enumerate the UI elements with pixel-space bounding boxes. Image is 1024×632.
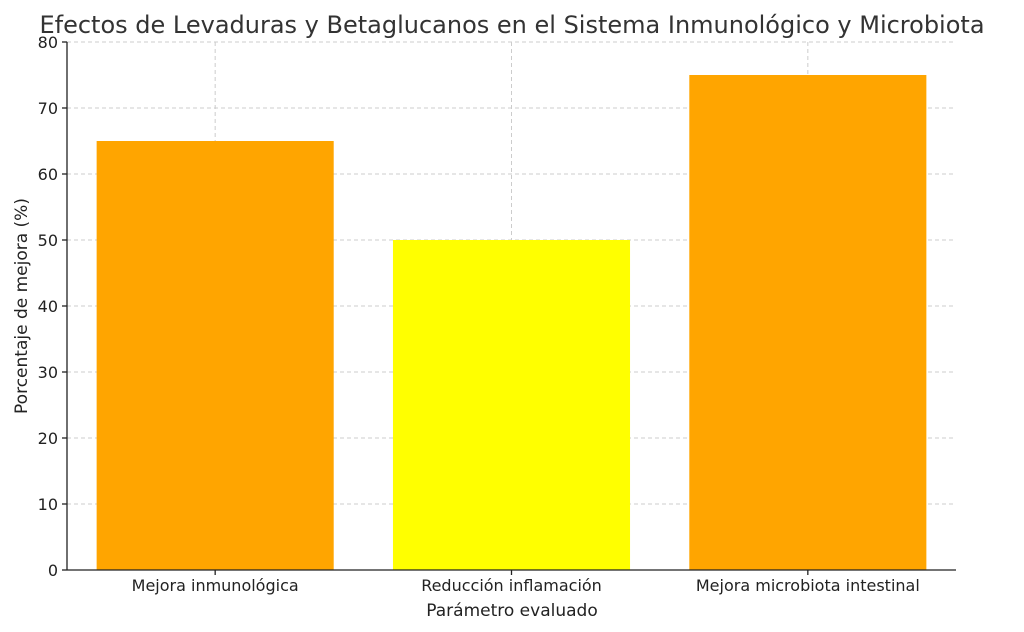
- y-tick-label: 20: [38, 429, 58, 448]
- x-tick-label: Mejora inmunológica: [132, 576, 299, 595]
- x-tick-labels: Mejora inmunológica Reducción inflamación…: [132, 576, 920, 595]
- y-tick-label: 40: [38, 297, 58, 316]
- y-axis-label: Porcentaje de mejora (%): [12, 198, 32, 414]
- y-tick-labels: 0 10 20 30 40 50 60 70 80: [38, 33, 58, 580]
- x-tick-label: Mejora microbiota intestinal: [696, 576, 920, 595]
- bars: [96, 75, 927, 570]
- y-tick-label: 0: [48, 561, 58, 580]
- y-tick-label: 10: [38, 495, 58, 514]
- bar: [96, 141, 334, 570]
- bar: [689, 75, 927, 570]
- x-tick-label: Reducción inflamación: [421, 576, 602, 595]
- bar: [392, 240, 631, 570]
- chart-title: Efectos de Levaduras y Betaglucanos en e…: [39, 11, 984, 39]
- y-tick-label: 70: [38, 99, 58, 118]
- y-tick-label: 60: [38, 165, 58, 184]
- axes: [62, 41, 956, 575]
- x-axis-label: Parámetro evaluado: [426, 601, 597, 621]
- y-tick-label: 80: [38, 33, 58, 52]
- y-tick-label: 30: [38, 363, 58, 382]
- y-tick-label: 50: [38, 231, 58, 250]
